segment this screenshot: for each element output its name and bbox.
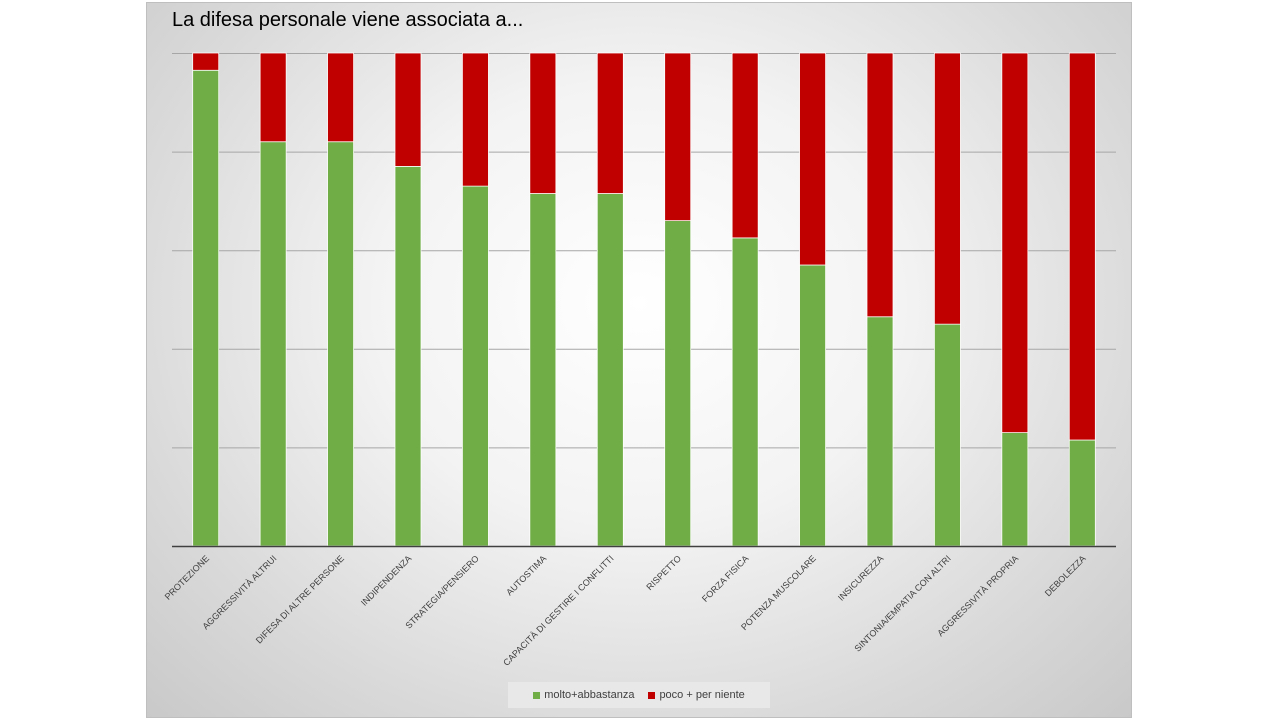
x-tick-label-14: DEBOLEZZA (1043, 553, 1088, 598)
chart-area (146, 2, 1132, 718)
bar-green-7 (596, 193, 624, 547)
x-tick-label-7: CAPACITÀ DI GESTIRE I CONFLITTI (501, 553, 615, 667)
bar-green-10 (799, 264, 826, 547)
x-tick-label-1: PROTEZIONE (163, 553, 211, 601)
bar-green-13 (1001, 432, 1029, 547)
bar-red-9 (731, 52, 759, 239)
legend-swatch-red (648, 691, 656, 699)
bar-red-2 (259, 52, 287, 143)
bar-red-4 (394, 52, 422, 167)
bar-green-2 (259, 141, 287, 547)
x-tick-label-9: FORZA FISICA (700, 553, 751, 604)
bar-green-9 (731, 237, 759, 547)
bar-green-6 (529, 193, 557, 547)
bar-green-4 (394, 166, 422, 547)
bar-red-3 (327, 52, 354, 143)
x-tick-label-4: INDIPENDENZA (359, 553, 413, 607)
x-tick-label-10: POTENZA MUSCOLARE (739, 553, 818, 632)
bar-green-1 (192, 69, 220, 547)
legend-label-series-1: molto+abbastanza (544, 689, 635, 701)
bar-red-6 (529, 52, 557, 194)
legend-item-series-1: molto+abbastanza (533, 689, 634, 701)
bar-red-11 (866, 52, 894, 318)
legend-swatch-green (533, 691, 541, 699)
x-tick-label-11: INSICUREZZA (836, 553, 886, 603)
bar-green-8 (664, 220, 692, 547)
bar-green-12 (934, 323, 961, 547)
legend: molto+abbastanza poco + per niente (508, 682, 770, 708)
x-tick-label-5: STRATEGIA/PENSIERO (404, 553, 481, 630)
bar-red-5 (462, 52, 489, 187)
x-tick-label-2: AGGRESSIVITÀ ALTRUI (201, 553, 279, 631)
bar-red-8 (664, 52, 692, 221)
legend-label-series-2: poco + per niente (659, 689, 745, 701)
bar-red-14 (1068, 52, 1096, 441)
legend-item-series-2: poco + per niente (648, 689, 745, 701)
bar-green-5 (462, 185, 489, 547)
chart-title: La difesa personale viene associata a... (172, 9, 524, 31)
bar-red-12 (934, 52, 961, 325)
bar-red-1 (192, 52, 220, 71)
bar-green-14 (1068, 439, 1096, 547)
bar-green-11 (866, 316, 894, 547)
x-tick-label-8: RISPETTO (644, 553, 683, 592)
bar-red-10 (799, 52, 826, 266)
x-tick-label-13: AGGRESSIVITÀ PROPRIA (935, 553, 1020, 638)
x-tick-label-6: AUTOSTIMA (504, 553, 548, 597)
bar-red-7 (596, 52, 624, 194)
bar-green-3 (327, 141, 354, 547)
bar-red-13 (1001, 52, 1029, 433)
